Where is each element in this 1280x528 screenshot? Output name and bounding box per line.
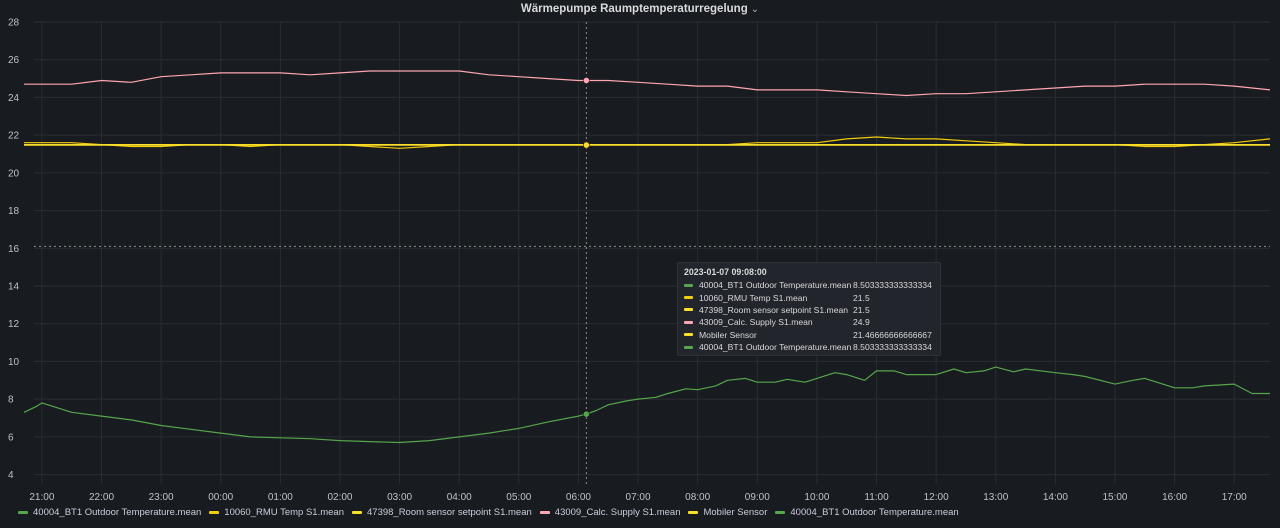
y-tick-label: 6: [8, 432, 14, 443]
legend-label: Mobiler Sensor: [703, 506, 768, 518]
panel-title[interactable]: Wärmepumpe Raumptemperaturregelung ⌄: [0, 3, 1280, 21]
tooltip-row: Mobiler Sensor 21.46666666666667: [684, 329, 934, 341]
x-tick-label: 22:00: [89, 492, 114, 503]
legend-label: 40004_BT1 Outdoor Temperature.mean: [33, 506, 202, 518]
tooltip-series-swatch: [684, 283, 693, 287]
y-tick-label: 8: [8, 395, 14, 406]
tooltip-series-name: Mobiler Sensor: [699, 329, 757, 340]
tooltip-row: 47398_Room sensor setpoint S1.mean 21.5: [684, 304, 934, 316]
tooltip-series-name: 43009_Calc. Supply S1.mean: [699, 317, 813, 328]
tooltip-series-value: 8.503333333333334: [853, 280, 932, 291]
x-tick-label: 01:00: [268, 492, 293, 503]
legend: 40004_BT1 Outdoor Temperature.mean 10060_…: [18, 505, 967, 519]
legend-item[interactable]: 40004_BT1 Outdoor Temperature.mean: [775, 506, 959, 518]
chevron-down-icon[interactable]: ⌄: [750, 4, 760, 15]
x-tick-label: 13:00: [983, 492, 1008, 503]
x-tick-label: 10:00: [804, 492, 829, 503]
legend-item[interactable]: 10060_RMU Temp S1.mean: [209, 507, 344, 518]
x-tick-label: 11:00: [864, 492, 889, 503]
hover-point: [583, 410, 590, 418]
y-tick-label: 28: [8, 18, 20, 29]
y-tick-label: 16: [8, 244, 20, 255]
legend-item[interactable]: 40004_BT1 Outdoor Temperature.mean: [18, 507, 201, 518]
tooltip-series-value: 21.46666666666667: [853, 329, 932, 340]
tooltip-series-name: 47398_Room sensor setpoint S1.mean: [699, 304, 849, 315]
legend-swatch: [539, 510, 550, 514]
x-tick-label: 03:00: [387, 492, 412, 503]
tooltip-row: 40004_BT1 Outdoor Temperature.mean 8.5033…: [684, 279, 934, 291]
legend-label: 47398_Room sensor setpoint S1.mean: [367, 506, 532, 518]
legend-label: 40004_BT1 Outdoor Temperature.mean: [790, 506, 959, 518]
x-tick-label: 14:00: [1043, 492, 1068, 503]
legend-item[interactable]: 47398_Room sensor setpoint S1.mean: [352, 507, 532, 518]
y-tick-label: 24: [8, 93, 20, 104]
x-tick-label: 04:00: [447, 492, 472, 503]
x-tick-label: 09:00: [745, 492, 770, 503]
legend-swatch: [688, 510, 699, 514]
legend-label: 10060_RMU Temp S1.mean: [224, 506, 344, 518]
legend-swatch: [775, 510, 786, 514]
x-tick-label: 21:00: [29, 492, 54, 503]
y-tick-label: 14: [8, 282, 20, 293]
legend-item[interactable]: 43009_Calc. Supply S1.mean: [539, 506, 681, 518]
time-series-plot[interactable]: 4 6 8 10 12 14 16 18 20 22 24 26 28 21:00 22:00 23:00 00…: [0, 0, 1280, 505]
tooltip-series-swatch: [684, 320, 693, 324]
hover-tooltip: 2023-01-07 09:08:00 40004_BT1 Outdoor Te…: [677, 262, 941, 356]
x-tick-label: 23:00: [149, 492, 174, 503]
x-tick-label: 05:00: [506, 492, 531, 503]
y-tick-label: 12: [8, 319, 20, 330]
x-tick-label: 15:00: [1102, 492, 1127, 503]
legend-swatch: [209, 510, 220, 514]
y-tick-label: 18: [8, 206, 20, 217]
x-tick-label: 06:00: [566, 492, 591, 503]
series-line: [23, 366, 1270, 444]
tooltip-series-value: 21.5: [853, 292, 870, 303]
legend-label: 43009_Calc. Supply S1.mean: [554, 506, 681, 518]
series-line: [24, 70, 1271, 97]
x-tick-label: 08:00: [685, 492, 710, 503]
x-tick-label: 00:00: [208, 492, 233, 503]
y-tick-label: 10: [8, 357, 20, 368]
tooltip-series-value: 8.503333333333334: [853, 342, 932, 353]
legend-swatch: [18, 510, 28, 514]
x-tick-label: 02:00: [327, 492, 352, 503]
x-tick-label: 12:00: [924, 492, 949, 503]
tooltip-row: 40004_BT1 Outdoor Temperature.mean 8.5033…: [684, 341, 934, 353]
y-tick-label: 22: [8, 131, 20, 142]
tooltip-series-swatch: [684, 333, 693, 337]
legend-item[interactable]: Mobiler Sensor: [688, 507, 767, 518]
x-tick-label: 07:00: [626, 492, 651, 503]
tooltip-row: 43009_Calc. Supply S1.mean 24.9: [684, 316, 934, 328]
tooltip-series-name: 10060_RMU Temp S1.mean: [699, 292, 808, 303]
tooltip-series-name: 40004_BT1 Outdoor Temperature.mean: [699, 280, 852, 291]
hover-point: [583, 141, 590, 149]
legend-swatch: [352, 510, 362, 514]
tooltip-series-name: 40004_BT1 Outdoor Temperature.mean: [699, 342, 852, 353]
tooltip-series-swatch: [684, 345, 693, 349]
y-tick-label: 26: [8, 55, 20, 66]
tooltip-time: 2023-01-07 09:08:00: [684, 267, 767, 277]
tooltip-series-value: 24.9: [853, 317, 870, 328]
x-tick-label: 17:00: [1222, 492, 1247, 503]
tooltip-series-swatch: [684, 296, 693, 300]
hover-point: [583, 77, 590, 84]
y-tick-label: 4: [8, 470, 14, 481]
panel-title-text: Wärmepumpe Raumptemperaturregelung: [520, 3, 748, 15]
tooltip-series-value: 21.5: [853, 304, 870, 315]
y-tick-label: 20: [8, 168, 20, 179]
series-line: [24, 136, 1271, 149]
tooltip-row: 10060_RMU Temp S1.mean 21.5: [684, 291, 934, 303]
x-tick-label: 16:00: [1162, 492, 1187, 503]
tooltip-series-swatch: [684, 308, 693, 312]
